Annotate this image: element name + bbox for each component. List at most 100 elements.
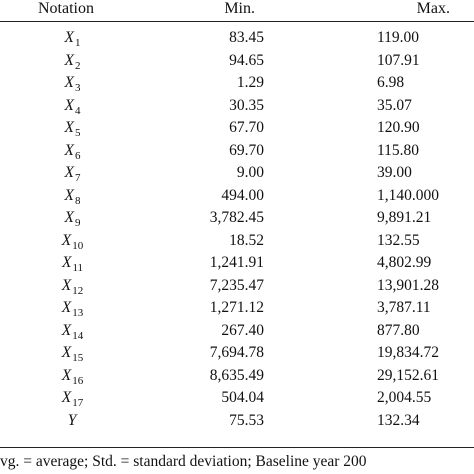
variable-notation: X13 (0, 298, 145, 319)
min-value: 267.40 (221, 321, 264, 339)
max-value: 119.00 (377, 29, 420, 46)
variable-symbol: X (64, 209, 74, 226)
variable-symbol: X (61, 344, 72, 361)
table-row: X2 94.65 107.91 (0, 51, 474, 74)
min-value: 9.00 (236, 164, 264, 181)
max-value: 9,891.21 (377, 209, 432, 226)
variable-subscript: 4 (74, 104, 81, 117)
min-value: 67.70 (229, 119, 264, 136)
variable-subscript: 6 (74, 149, 81, 162)
variable-subscript: 2 (74, 59, 81, 72)
header-notation: Notation (38, 0, 94, 17)
table-row: X9 3,782.45 9,891.21 (0, 208, 474, 231)
max-value: 132.55 (377, 231, 420, 249)
variable-symbol: X (61, 389, 72, 406)
min-value: 18.52 (229, 231, 264, 249)
variable-subscript: 9 (74, 217, 81, 229)
variable-symbol: X (64, 96, 74, 114)
max-value: 115.80 (377, 141, 420, 159)
variable-symbol: X (64, 164, 74, 181)
max-value: 1,140.000 (377, 186, 439, 204)
variable-symbol: X (61, 366, 72, 384)
variable-symbol: X (64, 29, 74, 46)
min-value: 7,694.78 (209, 344, 264, 361)
min-value: 69.70 (229, 141, 264, 159)
min-value: 494.00 (221, 186, 264, 204)
variable-notation: X11 (0, 253, 145, 274)
min-value: 30.35 (229, 96, 264, 114)
max-value: 29,152.61 (377, 366, 439, 384)
min-value: 1,241.91 (209, 254, 264, 271)
variable-notation: X4 (0, 96, 145, 117)
header-min: Min. (224, 0, 255, 17)
min-value: 1,271.12 (209, 299, 264, 316)
table-row: X6 69.70 115.80 (0, 141, 474, 164)
variable-subscript: 17 (72, 397, 84, 409)
variable-subscript: 1 (74, 37, 81, 49)
variable-subscript: 10 (72, 239, 84, 252)
max-value: 120.90 (377, 119, 420, 136)
variable-symbol: X (64, 51, 74, 69)
variable-symbol: X (64, 74, 74, 91)
table-footnote: vg. = average; Std. = standard deviation… (0, 453, 367, 470)
variable-subscript: 15 (72, 352, 84, 364)
variable-notation: X3 (0, 73, 145, 94)
table-row: X3 1.29 6.98 (0, 73, 474, 96)
variable-subscript: 14 (72, 329, 84, 342)
variable-symbol: X (61, 321, 72, 339)
table-row: X17 504.04 2,004.55 (0, 388, 474, 411)
max-value: 39.00 (377, 164, 412, 181)
variable-notation: X15 (0, 343, 145, 364)
variable-subscript: 8 (74, 194, 81, 207)
table-row: X16 8,635.49 29,152.61 (0, 366, 474, 389)
variable-notation: X17 (0, 388, 145, 409)
variable-symbol: X (61, 254, 72, 271)
table-row: X8 494.00 1,140.000 (0, 186, 474, 209)
variable-notation: X9 (0, 208, 145, 229)
max-value: 19,834.72 (377, 344, 439, 361)
min-value: 3,782.45 (209, 209, 264, 226)
table-row: X7 9.00 39.00 (0, 163, 474, 186)
variable-notation: X8 (0, 186, 145, 207)
variable-symbol: X (64, 119, 74, 136)
variable-subscript: 13 (72, 307, 84, 319)
variable-subscript: 11 (72, 262, 84, 274)
variable-subscript: 7 (74, 172, 81, 184)
table-row: X13 1,271.12 3,787.11 (0, 298, 474, 321)
max-value: 132.34 (377, 411, 420, 429)
variable-symbol: X (64, 186, 74, 204)
variable-notation: X10 (0, 231, 145, 252)
table-row: X15 7,694.78 19,834.72 (0, 343, 474, 366)
max-value: 3,787.11 (377, 299, 431, 316)
max-value: 4,802.99 (377, 254, 432, 271)
variable-notation: X5 (0, 118, 145, 139)
variable-notation: X16 (0, 366, 145, 387)
header-rule (0, 21, 474, 22)
variable-notation: X2 (0, 51, 145, 72)
variable-notation: X14 (0, 321, 145, 342)
max-value: 877.80 (377, 321, 420, 339)
variable-subscript: 12 (72, 284, 84, 297)
min-value: 1.29 (236, 74, 264, 91)
min-value: 8,635.49 (209, 366, 264, 384)
bottom-rule (0, 447, 474, 448)
table-row: X14 267.40 877.80 (0, 321, 474, 344)
min-value: 94.65 (229, 51, 264, 69)
variable-symbol: X (61, 299, 72, 316)
max-value: 107.91 (377, 51, 420, 69)
max-value: 2,004.55 (377, 389, 432, 406)
variable-symbol: X (61, 231, 72, 249)
table-body: X1 83.45 119.00 X2 94.65 107.91 X3 1.29 6.98 X4 30… (0, 28, 474, 433)
min-value: 7,235.47 (209, 276, 264, 294)
variable-notation: Y (0, 411, 145, 432)
variable-notation: X6 (0, 141, 145, 162)
max-value: 13,901.28 (377, 276, 439, 294)
variable-notation: X1 (0, 28, 145, 49)
variable-notation: X12 (0, 276, 145, 297)
table-row: Y 75.53 132.34 (0, 411, 474, 434)
variable-subscript: 3 (74, 82, 81, 94)
variable-subscript: 5 (74, 127, 81, 139)
table-row: X11 1,241.91 4,802.99 (0, 253, 474, 276)
table-row: X4 30.35 35.07 (0, 96, 474, 119)
